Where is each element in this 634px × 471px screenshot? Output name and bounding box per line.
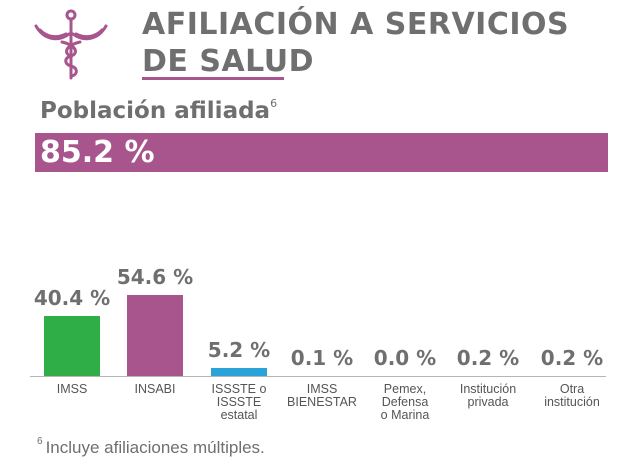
category-label-2: ISSSTE o ISSSTE estatal <box>211 382 267 422</box>
category-label-1: INSABI <box>134 382 176 396</box>
footnote-marker: 6 <box>37 436 43 448</box>
page-title: AFILIACIÓN A SERVICIOS DE SALUD <box>142 6 569 80</box>
footnote: 6 Incluye afiliaciones múltiples. <box>37 436 265 458</box>
caduceus-icon <box>34 9 108 80</box>
category-label-0: IMSS <box>56 382 88 396</box>
value-label-1: 54.6 % <box>116 265 194 290</box>
category-label-6: Otra institución <box>544 382 600 409</box>
value-label-2: 5.2 % <box>207 338 271 363</box>
bar-2 <box>211 368 267 376</box>
category-label-5: Institución privada <box>459 382 517 409</box>
population-label: Población afiliada6 <box>40 97 278 124</box>
footnote-text: Incluye afiliaciones múltiples. <box>45 438 265 457</box>
population-footnote-ref: 6 <box>270 97 278 111</box>
title-line-1: AFILIACIÓN A SERVICIOS <box>142 7 570 42</box>
title-line-2: DE SALUD <box>142 44 314 79</box>
bar-0 <box>44 316 100 376</box>
value-label-5: 0.2 % <box>456 346 520 370</box>
population-value: 85.2 % <box>40 135 155 170</box>
population-value-banner: 85.2 % <box>35 133 608 172</box>
value-label-3: 0.1 % <box>290 346 354 370</box>
title-underline <box>142 77 284 80</box>
value-label-4: 0.0 % <box>373 346 437 370</box>
chart-baseline <box>30 376 606 377</box>
value-label-6: 0.2 % <box>540 346 604 370</box>
value-label-0: 40.4 % <box>33 286 111 311</box>
population-label-text: Población afiliada <box>40 98 271 124</box>
bar-1 <box>127 295 183 376</box>
category-label-3: IMSS BIENESTAR <box>287 382 357 409</box>
category-label-4: Pemex, Defensa o Marina <box>380 382 430 422</box>
